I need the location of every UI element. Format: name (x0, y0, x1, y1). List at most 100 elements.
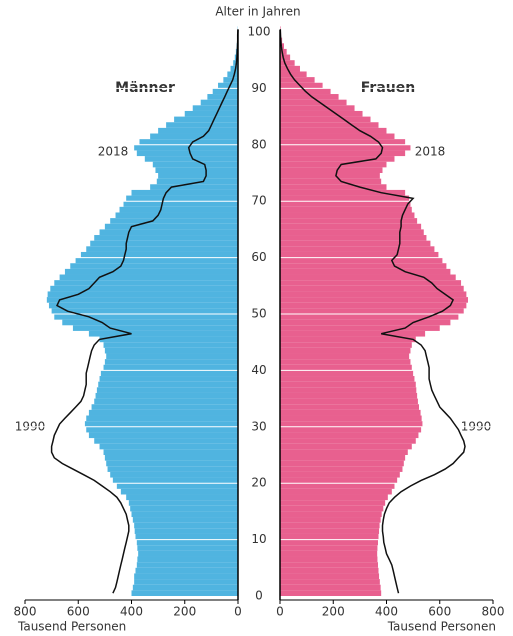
bar (99, 376, 238, 382)
bar (158, 173, 238, 179)
bar (280, 342, 412, 348)
bar (280, 94, 339, 100)
bar (139, 139, 238, 145)
bar (280, 105, 355, 111)
bar (280, 60, 295, 66)
bar (280, 449, 408, 455)
bar (280, 438, 416, 444)
bar (136, 562, 238, 568)
bar (91, 404, 238, 410)
bar (54, 314, 238, 320)
bar (144, 156, 238, 162)
bar (280, 110, 363, 117)
bar (280, 54, 291, 61)
bar (280, 178, 382, 185)
bar (280, 471, 400, 478)
bar (75, 257, 239, 264)
bar (280, 567, 379, 574)
bar (280, 201, 411, 207)
bar (166, 122, 238, 128)
x-tick-label: 800 (14, 605, 37, 619)
bar (104, 347, 238, 354)
bar (280, 116, 371, 123)
bar (280, 280, 462, 286)
x-tick-label: 200 (322, 605, 345, 619)
bar (104, 223, 238, 230)
bar (280, 302, 467, 309)
line (50, 29, 239, 594)
bar (280, 314, 459, 320)
bar (150, 184, 238, 190)
y-tick-label: 90 (251, 81, 266, 95)
bar (280, 573, 380, 580)
bar (94, 235, 238, 241)
bar (230, 65, 238, 72)
bar (158, 127, 238, 134)
y-axis-label: Alter in Jahren (215, 5, 300, 19)
bar (280, 392, 418, 399)
series-label: 2018 (415, 145, 446, 159)
bar (280, 488, 392, 495)
bar (280, 257, 443, 264)
bar (116, 483, 238, 489)
x-tick-label: 600 (428, 605, 451, 619)
bar (280, 364, 412, 371)
bar (54, 280, 238, 286)
bar (280, 26, 281, 32)
y-tick-label: 80 (251, 137, 266, 151)
bar (280, 274, 456, 281)
bar (280, 409, 421, 416)
bar (115, 212, 238, 219)
bar (138, 550, 238, 557)
bar (280, 263, 447, 269)
bar (132, 517, 238, 523)
bar (86, 426, 238, 433)
bar (94, 398, 238, 405)
bar (103, 364, 238, 371)
bar (134, 579, 238, 585)
bar (84, 421, 238, 427)
bar (137, 556, 238, 563)
bar (137, 545, 238, 551)
bar (280, 387, 417, 393)
bar (155, 167, 238, 173)
bar (280, 579, 380, 585)
bar (280, 477, 398, 484)
bar (280, 381, 416, 388)
bar (95, 392, 239, 399)
bar (70, 263, 238, 269)
bar (280, 285, 464, 292)
bar (120, 488, 238, 495)
bar (130, 505, 238, 512)
bar (280, 99, 347, 106)
bar (110, 471, 238, 478)
bar (134, 573, 238, 580)
bar (280, 218, 418, 224)
bar (126, 195, 238, 202)
bar (227, 71, 238, 78)
bar (50, 285, 239, 292)
bar (174, 116, 238, 123)
bar (106, 460, 238, 467)
bar (280, 556, 378, 563)
x-tick-label: 600 (67, 605, 90, 619)
bar (134, 144, 238, 151)
bar (135, 533, 238, 540)
bar (88, 330, 239, 337)
y-tick-label: 60 (251, 250, 266, 264)
bar (280, 353, 410, 360)
bar (136, 539, 238, 546)
bar (110, 218, 238, 224)
y-tick-label: 20 (251, 476, 266, 490)
bar (280, 466, 403, 472)
bar (280, 167, 383, 173)
x-tick-label: 200 (173, 605, 196, 619)
x-tick-label: 400 (375, 605, 398, 619)
bar (106, 353, 238, 360)
bar (280, 71, 307, 78)
bar (280, 522, 380, 529)
bar (280, 206, 412, 213)
bar (134, 522, 238, 529)
bar (280, 184, 387, 190)
bar (48, 302, 239, 309)
